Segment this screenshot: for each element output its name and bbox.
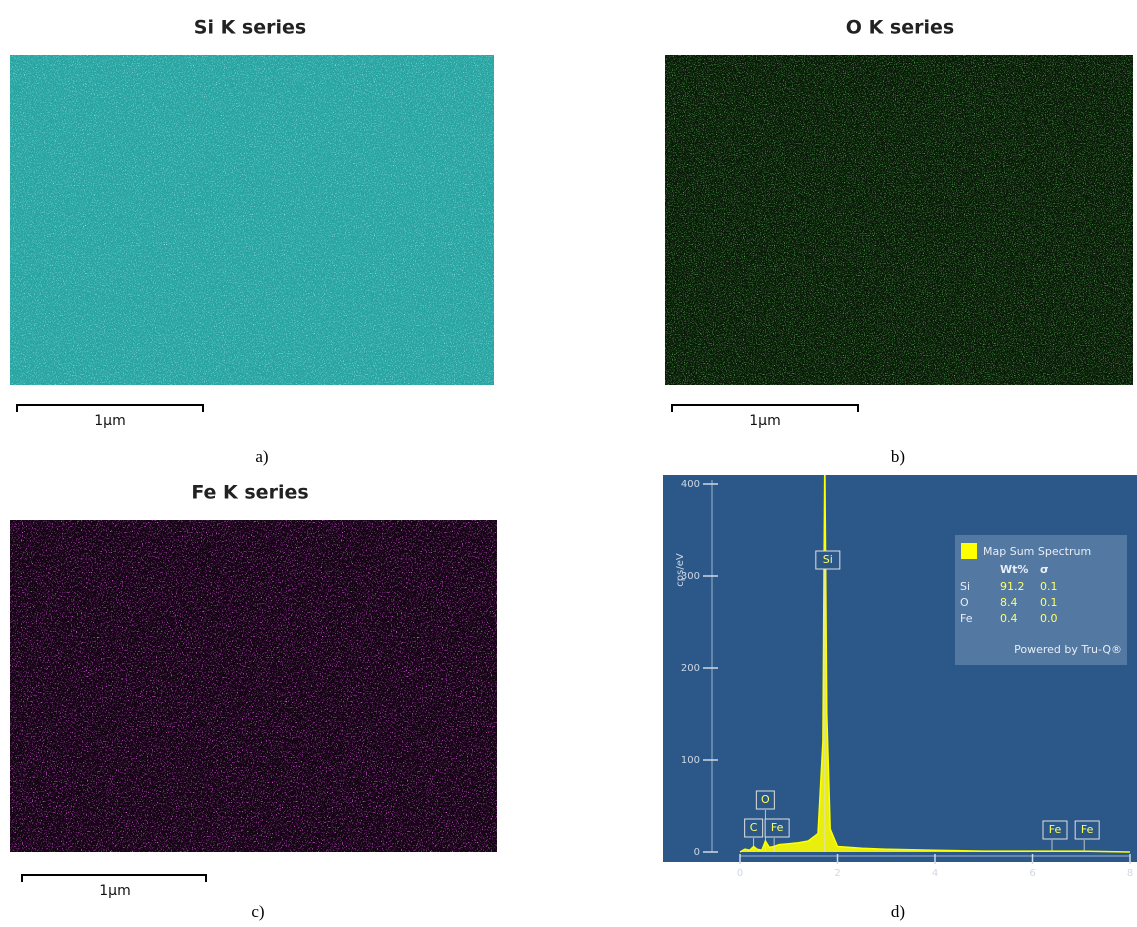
peak-label: Si [823,553,833,566]
panel-title: O K series [846,17,954,39]
peak-label: C [750,821,758,834]
result-value: 0.1 [1040,596,1058,609]
x-tick-label: 0 [737,868,743,879]
map-texture [665,55,1133,385]
result-value: 0.0 [1040,612,1058,625]
scale-label: 1μm [99,883,130,899]
legend-swatch [961,543,977,559]
result-value: 0.4 [1000,612,1018,625]
x-tick-label: 4 [932,868,938,879]
panel-label: a) [255,447,268,466]
panel-label: d) [891,902,905,921]
peak-label: Fe [1049,823,1062,836]
panel-label: c) [251,902,264,921]
x-tick-label: 8 [1127,868,1133,879]
x-tick-label: 6 [1029,868,1035,879]
scale-bar [22,875,206,882]
y-tick-label: 100 [681,755,700,766]
element-name: O [960,596,969,609]
peak-label: Fe [771,821,784,834]
panel-title: Si K series [194,17,306,39]
y-tick-label: 400 [681,479,700,490]
column-header: σ [1040,563,1049,576]
y-tick-label: 300 [681,571,700,582]
result-value: 91.2 [1000,580,1025,593]
peak-label: O [761,793,770,806]
panel-label: b) [891,447,905,466]
result-value: 0.1 [1040,580,1058,593]
legend-title: Map Sum Spectrum [983,545,1091,558]
element-name: Fe [960,612,973,625]
x-tick-label: 2 [834,868,840,879]
map-texture [10,55,494,385]
panel-title: Fe K series [191,482,308,504]
plot-background [663,475,1137,862]
map-texture [10,520,497,852]
column-header: Wt% [1000,563,1028,576]
peak-label: Fe [1081,823,1094,836]
element-name: Si [960,580,970,593]
legend-footer: Powered by Tru-Q® [1014,643,1122,656]
scale-bar [17,405,203,412]
scale-label: 1μm [94,413,125,429]
figure: Si K series 1μm a) O K series 1μm b) Fe … [0,0,1137,927]
result-value: 8.4 [1000,596,1018,609]
y-tick-label: 0 [694,847,700,858]
y-tick-label: 200 [681,663,700,674]
scale-bar [672,405,858,412]
scale-label: 1μm [749,413,780,429]
